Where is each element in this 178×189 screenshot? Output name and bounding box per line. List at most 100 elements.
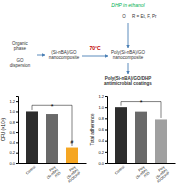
x-tick-label-line: Control	[114, 165, 126, 176]
y-tick-label: 1.2	[9, 99, 15, 104]
x-axis: Control Poly(Si-nBA)/GOPoly(Si-nBA)/GO/DH…	[108, 163, 176, 184]
x-axis: Control Poly(Si-nBA)/GOPoly(Si-nBA)/GO/DH…	[19, 163, 87, 184]
x-tick-label: Poly(Si-nBA)/GO	[44, 165, 62, 183]
y-tick-label: 1.0	[98, 105, 104, 110]
x-axis-line	[19, 163, 87, 164]
y-tick: 0.8	[9, 120, 18, 125]
x-tick-label: Control	[114, 165, 126, 176]
y-tick-mark	[16, 163, 18, 164]
x-tick-label: Control	[25, 165, 37, 176]
y-tick-mark	[16, 132, 18, 133]
annotation-line: O	[122, 14, 126, 19]
y-tick-label: 0.4	[98, 138, 104, 143]
x-tick-label: Poly(Si-nBA)/GO/DHP	[151, 165, 171, 184]
y-tick-mark	[16, 101, 18, 102]
annotation-line: nanocomposite	[113, 55, 144, 60]
bar	[135, 112, 147, 163]
annotation-line: phase	[14, 46, 27, 51]
canvas: DHP in ethanol R = Et, F, Pr O Organicphase…	[0, 0, 178, 189]
y-axis-line	[16, 97, 19, 164]
annotation: O	[122, 14, 126, 19]
x-tick-label: Poly(Si-nBA)/GO	[133, 165, 151, 183]
arrow	[37, 55, 45, 56]
annotation: *	[51, 103, 54, 110]
y-tick-mark	[105, 152, 107, 153]
arrow	[128, 23, 129, 48]
annotation-line: nanocomposite	[49, 55, 80, 60]
y-tick: 1.2	[9, 99, 18, 104]
y-tick-mark	[105, 107, 107, 108]
annotation-line: 70°C	[89, 45, 101, 51]
y-tick-label: 0.4	[9, 140, 15, 145]
y-tick-label: 0.8	[98, 116, 104, 121]
y-axis-title: CFU (×10⁵)	[1, 118, 6, 141]
x-tick: Control	[25, 163, 37, 175]
bar	[46, 114, 58, 163]
arrow	[128, 63, 129, 74]
y-tick: 1.0	[98, 105, 107, 110]
annotation: GOdispersion	[10, 58, 31, 68]
x-tick: Poly(Si-nBA)/GO	[133, 163, 151, 183]
y-tick: 0.6	[9, 130, 18, 135]
bar	[26, 111, 38, 163]
y-tick-mark	[105, 118, 107, 119]
x-tick: Poly(Si-nBA)/GO/DHP	[62, 163, 82, 184]
bars	[26, 111, 78, 163]
annotation: *	[140, 99, 143, 106]
y-tick-mark	[105, 130, 107, 131]
y-tick-label: 0.0	[98, 161, 104, 166]
bar-chart: 0.0 0.2 0.4 0.6 0.8 1.0 1.2 Control Poly(Si-nBA)…	[90, 94, 176, 184]
x-tick-label-line: /GO/DHP	[156, 171, 171, 184]
y-tick-mark	[16, 111, 18, 112]
y-tick-mark	[16, 153, 18, 154]
y-axis: 0.0 0.2 0.4 0.6 0.8 1.0 1.2	[9, 97, 18, 166]
annotation: 70°C	[89, 45, 101, 51]
annotation: Organicphase	[12, 41, 29, 51]
annotation: Poly(Si-nBA)/GOnanocomposite	[111, 50, 146, 60]
y-tick-label: 0.0	[9, 161, 15, 166]
annotation-line: dispersion	[10, 63, 31, 68]
annotation: #	[71, 139, 74, 145]
annotation: Poly(Si-nBA)/GO/DHPantimicrobial coating…	[104, 76, 152, 86]
annotation: R = Et, F, Pr	[132, 14, 157, 19]
bar	[155, 119, 167, 163]
x-tick: Poly(Si-nBA)/GO/DHP	[151, 163, 171, 184]
y-tick: 0.0	[98, 161, 107, 166]
x-tick-label-line: /GO	[143, 171, 151, 178]
y-tick-label: 0.6	[9, 130, 15, 135]
y-tick: 0.2	[98, 150, 107, 155]
y-axis-title: Total adherence	[90, 113, 95, 146]
y-tick: 1.0	[9, 109, 18, 114]
x-tick: Control	[114, 163, 126, 175]
y-axis: 0.0 0.2 0.4 0.6 0.8 1.0 1.2	[98, 94, 107, 166]
significance-bracket	[32, 105, 72, 146]
x-tick-label-line: /GO/DHP	[67, 171, 82, 184]
annotation: DHP in ethanol	[111, 2, 145, 8]
y-axis-line	[105, 97, 108, 164]
y-tick: 0.8	[98, 116, 107, 121]
y-tick-label: 1.0	[9, 109, 15, 114]
y-tick-mark	[16, 142, 18, 143]
y-tick-mark	[105, 96, 107, 97]
bar	[115, 107, 127, 163]
y-tick: 0.6	[98, 127, 107, 132]
x-axis-line	[108, 163, 176, 164]
x-tick-label-line: /GO	[54, 171, 62, 178]
x-tick-label: Poly(Si-nBA)/GO/DHP	[62, 165, 82, 184]
x-tick-label-line: Control	[25, 165, 37, 176]
y-tick-label: 1.2	[98, 94, 104, 99]
annotation: (Si-nBA)/GOnanocomposite	[49, 50, 80, 60]
x-tick: Poly(Si-nBA)/GO	[44, 163, 62, 183]
y-tick: 0.2	[9, 150, 18, 155]
y-tick-label: 0.2	[9, 150, 15, 155]
annotation-line: antimicrobial coatings	[104, 81, 152, 86]
y-tick: 0.4	[98, 138, 107, 143]
bars	[115, 107, 167, 163]
workflow: DHP in ethanol R = Et, F, Pr O Organicphase…	[10, 2, 157, 86]
bar-chart: 0.0 0.2 0.4 0.6 0.8 1.0 1.2 Control Poly(Si-nBA)…	[1, 97, 87, 184]
y-tick-mark	[16, 122, 18, 123]
y-tick: 0.4	[9, 140, 18, 145]
annotation-line: DHP in ethanol	[111, 2, 145, 8]
y-tick: 0.0	[9, 161, 18, 166]
y-tick-label: 0.6	[98, 127, 104, 132]
